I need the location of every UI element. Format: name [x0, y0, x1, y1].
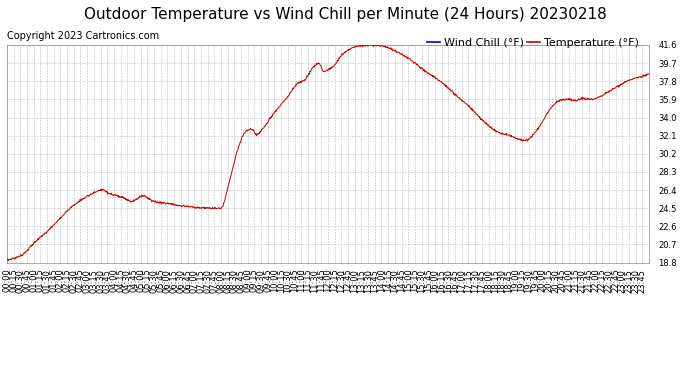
Text: Copyright 2023 Cartronics.com: Copyright 2023 Cartronics.com	[7, 31, 159, 40]
Text: Outdoor Temperature vs Wind Chill per Minute (24 Hours) 20230218: Outdoor Temperature vs Wind Chill per Mi…	[83, 8, 607, 22]
Legend: Wind Chill (°F), Temperature (°F): Wind Chill (°F), Temperature (°F)	[422, 33, 643, 52]
